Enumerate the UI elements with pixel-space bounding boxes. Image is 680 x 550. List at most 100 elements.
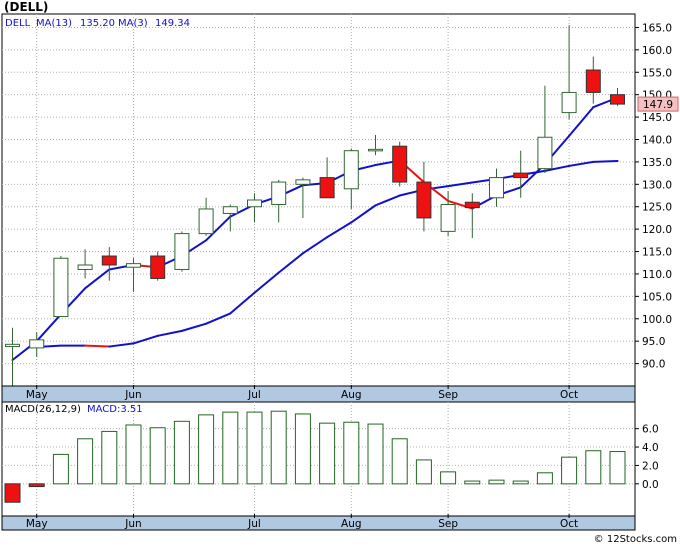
macd-bar: [440, 471, 457, 485]
macd-bar: [270, 410, 287, 485]
price-y-tick-label: 160.0: [642, 45, 672, 57]
candle-body-down: [610, 94, 625, 105]
price-x-tick-label: Jul: [247, 389, 261, 401]
last-price-tag: 147.9: [637, 96, 679, 112]
candle-body-up: [368, 148, 383, 152]
price-y-tick-label: 100.0: [642, 314, 672, 326]
price-y-tick-label: 125.0: [642, 202, 672, 214]
macd-bar: [294, 413, 311, 485]
candle-body-up: [561, 91, 577, 114]
candle-body-up: [440, 203, 456, 232]
candle-body-up: [53, 257, 69, 318]
candle-body-up: [295, 179, 311, 185]
ma13-segment: [84, 344, 111, 348]
price-x-tick-label: May: [26, 389, 48, 401]
price-y-tick-label: 140.0: [642, 134, 672, 146]
macd-bar: [391, 438, 408, 485]
ma13-segment: [350, 204, 377, 224]
macd-panel-frame: [1, 401, 636, 517]
price-y-tick-label: 145.0: [642, 112, 672, 124]
price-x-tick-label: Aug: [341, 389, 362, 401]
candle-body-down: [101, 255, 117, 266]
macd-x-tick-label: Jun: [124, 518, 141, 530]
price-y-tick-label: 130.0: [642, 179, 672, 191]
macd-bar-negative: [4, 483, 21, 503]
price-y-tick-label: 110.0: [642, 269, 672, 281]
legend-ma3-label: MA(3): [118, 18, 148, 29]
price-panel-frame: [1, 13, 636, 387]
ma13-segment: [301, 236, 329, 255]
macd-legend-value: MACD:3.51: [87, 404, 143, 415]
candle-body-up: [537, 136, 553, 170]
price-y-axis: 90.0 95.0 100.0 105.0 110.0 115.0 120.0 125.0 13…: [635, 22, 672, 371]
candle-body-down: [585, 69, 601, 93]
macd-legend-label: MACD(26,12,9): [5, 404, 81, 415]
ma13-segment: [156, 329, 183, 337]
candle-body-up: [247, 199, 262, 208]
last-price-tag-background: [637, 96, 679, 112]
ma3-segment: [205, 215, 232, 242]
candles-group: [5, 25, 625, 386]
macd-bar: [536, 472, 553, 485]
price-grid: [2, 14, 635, 386]
candle-body-up: [5, 343, 20, 348]
legend-symbol: DELL: [5, 18, 31, 29]
macd-bars-group: [4, 410, 626, 503]
price-y-tick-label: 105.0: [642, 291, 672, 303]
ma13-segment: [253, 271, 280, 294]
macd-bar: [464, 480, 481, 485]
price-y-tick-label: 135.0: [642, 157, 672, 169]
macd-x-axis: May Jun Jul Aug Sep Oct: [26, 514, 578, 530]
candle-body-up: [174, 233, 190, 270]
macd-bar: [222, 411, 239, 485]
ma13-segment: [205, 312, 232, 325]
ma13-segment: [543, 164, 571, 172]
ma13-segment: [229, 291, 256, 315]
macd-bar: [52, 453, 69, 485]
macd-x-tick-label: Sep: [438, 518, 458, 530]
macd-bar: [609, 451, 626, 485]
ma13-segment: [108, 342, 135, 348]
price-y-tick-label: 155.0: [642, 67, 672, 79]
macd-bar: [319, 422, 336, 485]
macd-y-axis: 0.0 2.0 4.0 6.0: [635, 424, 659, 491]
price-y-tick-label: 90.0: [642, 359, 665, 371]
price-y-tick-label: 165.0: [642, 22, 672, 34]
ma13-segment: [277, 252, 304, 274]
candle-body-up: [29, 339, 45, 349]
candle-body-up: [77, 264, 93, 270]
last-price-label: 147.9: [643, 99, 673, 111]
ma13-segment: [132, 334, 159, 345]
macd-y-tick-label: 0.0: [642, 479, 659, 491]
candle-body-down: [319, 177, 335, 199]
ma3-segment: [35, 313, 62, 343]
macd-bar-negative: [28, 483, 45, 488]
macd-x-axis-strip: [1, 515, 636, 531]
candle-body-up: [489, 177, 504, 199]
price-y-tick-label: 120.0: [642, 224, 672, 236]
candle-body-up: [126, 263, 141, 268]
macd-x-tick-label: May: [26, 518, 48, 530]
macd-bar: [173, 420, 190, 485]
candle-body-down: [464, 201, 480, 209]
price-x-axis: May Jun Jul Aug Sep Oct: [26, 385, 578, 401]
ma3-segment: [84, 268, 111, 290]
candle-body-up: [222, 206, 238, 214]
macd-bar: [125, 424, 142, 485]
ma13-segment: [326, 221, 353, 239]
macd-y-tick-label: 6.0: [642, 424, 659, 436]
ma13-segment: [374, 194, 401, 207]
macd-bar: [198, 414, 215, 485]
legend-ma13-value: 135.20: [80, 18, 115, 29]
price-x-axis-strip: [1, 385, 636, 403]
ma3-segment: [568, 106, 595, 137]
macd-y-tick-label: 4.0: [642, 442, 659, 454]
macd-x-tick-label: Jul: [247, 518, 261, 530]
macd-bar: [512, 480, 529, 485]
macd-bar: [415, 459, 432, 485]
price-y-tick-label: 115.0: [642, 247, 672, 259]
candle-body-down: [513, 172, 529, 179]
price-x-tick-label: Sep: [438, 389, 458, 401]
candle-body-down: [392, 145, 408, 183]
